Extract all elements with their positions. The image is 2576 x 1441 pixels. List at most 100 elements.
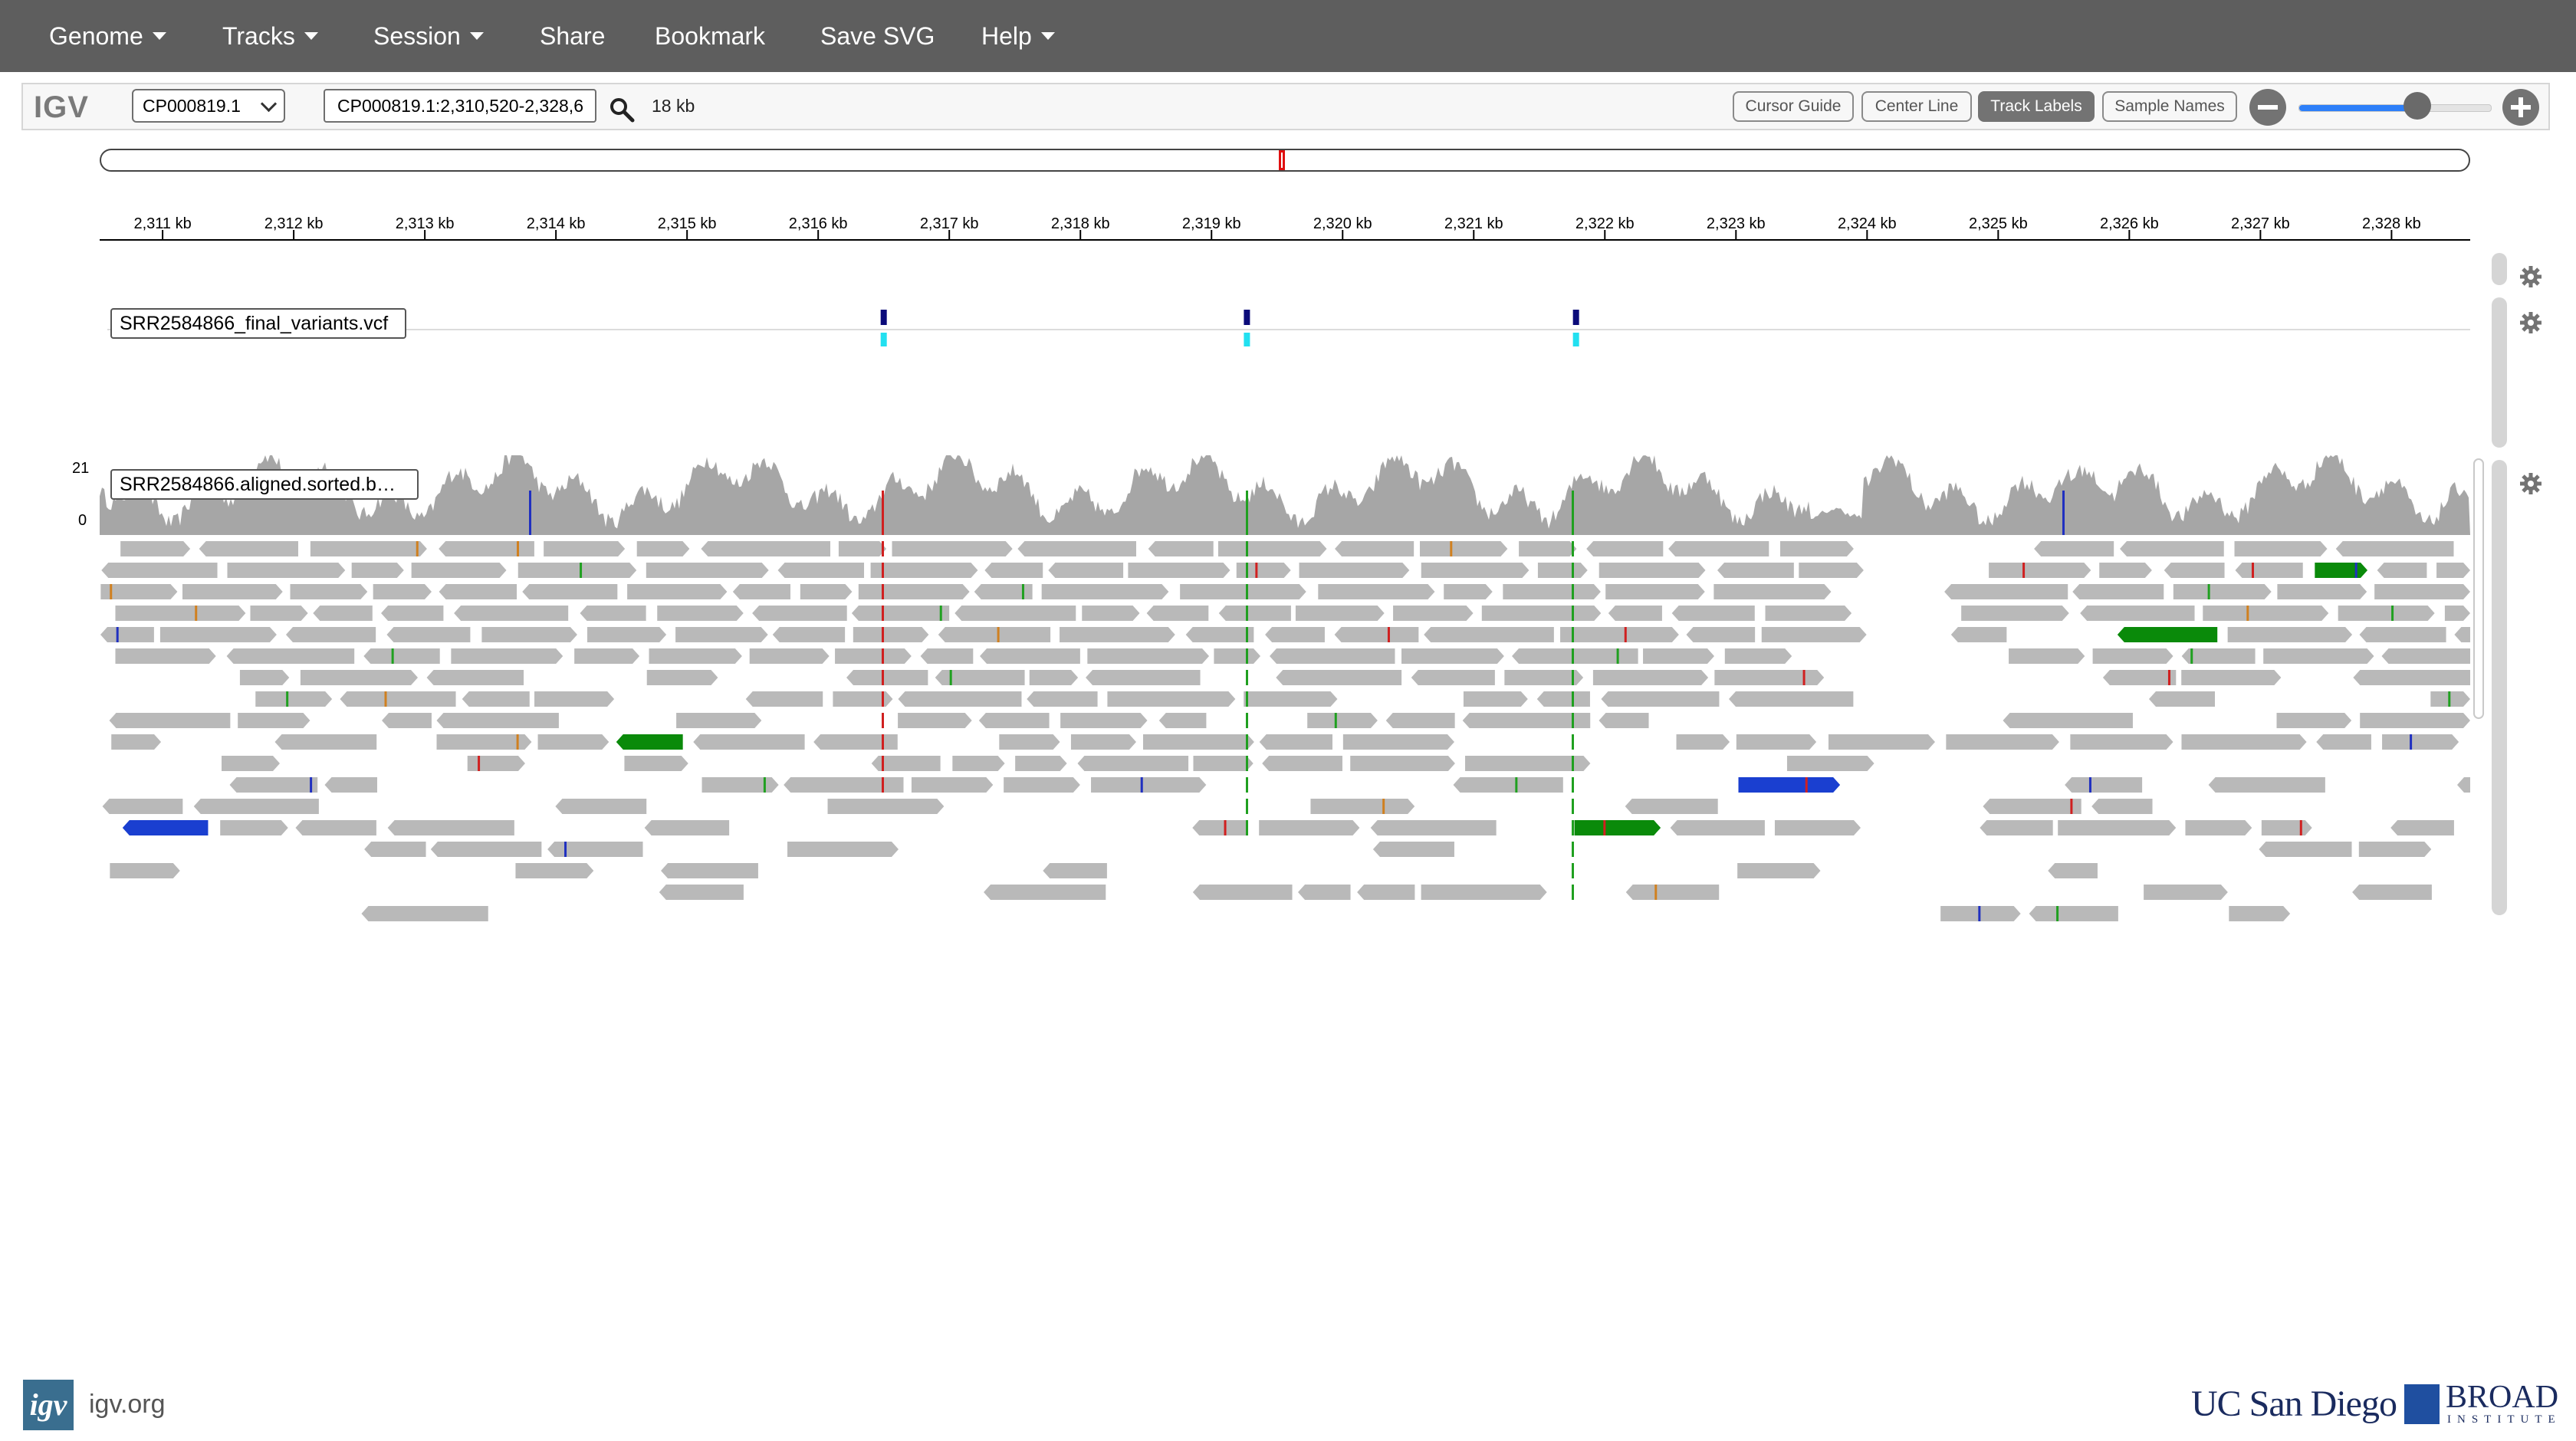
variant-genotype-marker: [1244, 333, 1250, 346]
aligned-read: [659, 885, 744, 900]
snp-column-mismatch: [1572, 606, 1574, 621]
menu-tracks[interactable]: Tracks: [222, 0, 318, 72]
zoom-slider[interactable]: [2298, 104, 2492, 112]
aligned-read: [676, 713, 762, 728]
menu-share[interactable]: Share: [540, 0, 605, 72]
aligned-read: [1259, 734, 1332, 750]
alignment-inner-scrollbar[interactable]: [2473, 458, 2484, 719]
search-icon[interactable]: [609, 97, 635, 123]
read-mismatch: [564, 842, 567, 857]
aligned-read: [2374, 584, 2470, 599]
aligned-read: [1334, 627, 1419, 642]
aligned-read: [1519, 541, 1577, 556]
snp-column-mismatch: [882, 541, 884, 556]
aligned-read: [745, 691, 823, 707]
igv-site-link[interactable]: igv.org: [89, 1390, 166, 1419]
coverage-mismatch-bar: [1246, 491, 1248, 535]
aligned-read: [2335, 541, 2454, 556]
aligned-read: [1043, 863, 1107, 878]
cursor-guide-button[interactable]: Cursor Guide: [1733, 91, 1854, 122]
aligned-read: [1536, 691, 1590, 707]
aligned-read: [1087, 648, 1210, 664]
read-mismatch: [516, 734, 519, 750]
gear-icon[interactable]: [2519, 311, 2542, 334]
locus-search-input[interactable]: CP000819.1:2,310,520-2,328,6: [324, 89, 596, 123]
aligned-read: [1738, 777, 1841, 793]
track-labels-button[interactable]: Track Labels: [1978, 91, 2095, 122]
aligned-read: [467, 756, 525, 771]
sample-names-button[interactable]: Sample Names: [2102, 91, 2237, 122]
read-mismatch: [1802, 670, 1806, 685]
aligned-read: [229, 777, 318, 793]
aligned-read: [373, 584, 432, 599]
menu-save-svg[interactable]: Save SVG: [820, 0, 935, 72]
aligned-read: [1737, 863, 1821, 878]
aligned-read: [364, 842, 426, 857]
snp-column-mismatch: [1572, 734, 1574, 750]
zoom-slider-handle[interactable]: [2404, 92, 2431, 120]
menu-help[interactable]: Help: [981, 0, 1055, 72]
gear-icon[interactable]: [2519, 472, 2542, 495]
aligned-read: [2234, 541, 2328, 556]
broad-logo-subtitle: INSTITUTE: [2447, 1413, 2561, 1426]
snp-column-mismatch: [1572, 777, 1574, 793]
snp-column-mismatch: [882, 777, 884, 793]
read-mismatch: [1334, 713, 1337, 728]
aligned-read: [2034, 541, 2114, 556]
chromosome-ideogram[interactable]: [100, 149, 2470, 172]
chromosome-select[interactable]: CP000819.1: [132, 89, 285, 123]
coverage-track: [100, 455, 2470, 535]
ucsd-logo[interactable]: UC San Diego: [2191, 1384, 2397, 1424]
zoom-out-icon[interactable]: [2249, 89, 2286, 126]
aligned-read: [1385, 713, 1455, 728]
aligned-read: [555, 799, 647, 814]
aligned-read: [1736, 734, 1817, 750]
variant-scrollbar[interactable]: [2492, 297, 2507, 448]
aligned-read: [657, 606, 744, 621]
track-canvas[interactable]: 2,311 kb 2,312 kb 2,313 kb 2,314 kb 2,315 kb…: [0, 0, 2576, 927]
gear-icon[interactable]: [2519, 265, 2542, 288]
aligned-read: [220, 820, 288, 835]
variant-genotype-marker: [1572, 333, 1579, 346]
broad-logo[interactable]: BROAD: [2446, 1380, 2559, 1415]
zoom-in-icon[interactable]: [2502, 89, 2539, 126]
aligned-read: [1598, 563, 1706, 578]
menu-bookmark[interactable]: Bookmark: [655, 0, 765, 72]
aligned-read: [1299, 563, 1410, 578]
aligned-read: [1586, 541, 1664, 556]
snp-column-mismatch: [1572, 563, 1574, 578]
aligned-read: [1091, 777, 1207, 793]
aligned-read: [1774, 820, 1861, 835]
menu-session[interactable]: Session: [373, 0, 484, 72]
aligned-read: [1940, 906, 2021, 921]
aligned-read: [2261, 820, 2312, 835]
broad-logo-icon: [2404, 1384, 2440, 1424]
aligned-read: [661, 863, 758, 878]
coverage-mismatch-bar: [529, 491, 531, 535]
read-mismatch: [2070, 799, 2073, 814]
aligned-read: [1372, 842, 1454, 857]
coverage-mismatch-bar: [882, 491, 884, 535]
aligned-read: [226, 648, 355, 664]
center-line-button[interactable]: Center Line: [1861, 91, 1972, 122]
snp-column-mismatch: [1572, 691, 1574, 707]
ruler-scrollbar[interactable]: [2492, 253, 2507, 285]
aligned-read: [1598, 713, 1649, 728]
aligned-read: [2352, 885, 2432, 900]
aligned-read: [1828, 734, 1935, 750]
aligned-read: [518, 563, 637, 578]
igv-footer-logo[interactable]: igv: [23, 1380, 74, 1430]
aligned-read: [439, 541, 534, 556]
read-mismatch: [116, 627, 119, 642]
aligned-read: [300, 670, 419, 685]
ruler-tick-label: 2,313 kb: [396, 215, 455, 232]
aligned-read: [1070, 734, 1136, 750]
alignment-scrollbar[interactable]: [2492, 460, 2507, 915]
aligned-read: [1077, 756, 1189, 771]
menu-genome[interactable]: Genome: [49, 0, 166, 72]
aligned-read: [310, 541, 427, 556]
aligned-read: [1146, 606, 1209, 621]
aligned-read: [2235, 563, 2303, 578]
aligned-read: [102, 799, 183, 814]
read-mismatch: [1654, 885, 1658, 900]
